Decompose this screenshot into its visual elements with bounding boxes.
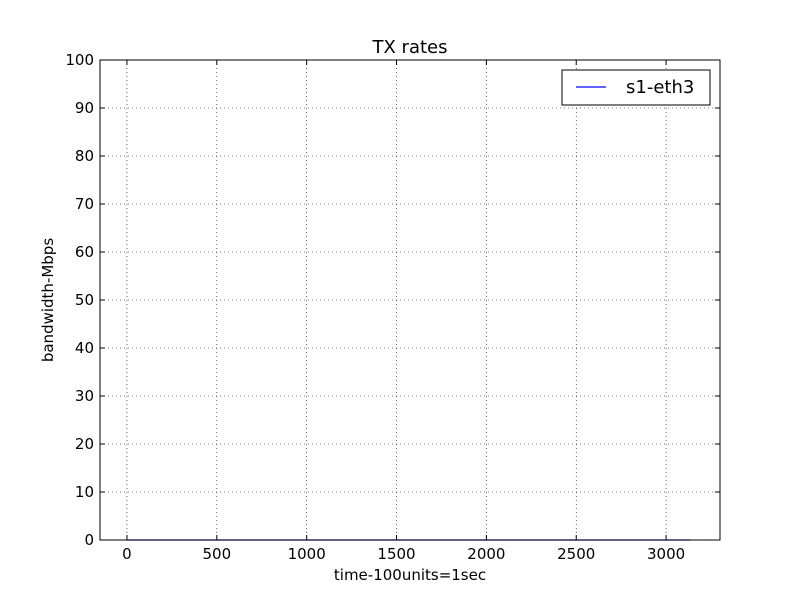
y-tick-label: 10 xyxy=(75,483,94,501)
y-tick-label: 40 xyxy=(75,339,94,357)
x-axis-label: time-100units=1sec xyxy=(334,566,486,584)
y-tick-label: 20 xyxy=(75,435,94,453)
x-tick-label: 3000 xyxy=(647,545,685,563)
y-tick-label: 90 xyxy=(75,99,94,117)
y-tick-label: 60 xyxy=(75,243,94,261)
y-tick-label: 70 xyxy=(75,195,94,213)
y-tick-label: 100 xyxy=(65,51,94,69)
x-tick-label: 1500 xyxy=(377,545,415,563)
x-tick-label: 1000 xyxy=(288,545,326,563)
y-axis-label: bandwidth-Mbps xyxy=(39,238,57,362)
x-tick-label: 2000 xyxy=(467,545,505,563)
y-tick-label: 30 xyxy=(75,387,94,405)
x-tick-label: 2500 xyxy=(557,545,595,563)
legend: s1-eth3 xyxy=(561,69,711,106)
x-axis-ticks: 0 500 1000 1500 2000 2500 3000 xyxy=(122,60,685,563)
x-tick-label: 0 xyxy=(122,545,132,563)
grid xyxy=(100,59,720,541)
y-tick-label: 80 xyxy=(75,147,94,165)
legend-label-s1-eth3: s1-eth3 xyxy=(626,77,694,98)
y-tick-label: 50 xyxy=(75,291,94,309)
chart-title: TX rates xyxy=(372,37,448,58)
y-axis-ticks: 0 10 20 30 40 50 60 70 80 90 100 xyxy=(65,51,720,549)
y-tick-label: 0 xyxy=(84,531,94,549)
x-tick-label: 500 xyxy=(202,545,231,563)
